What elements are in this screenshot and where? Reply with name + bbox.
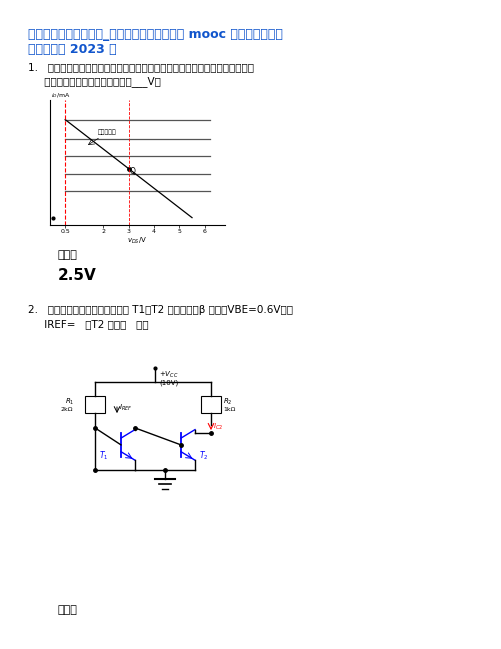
X-axis label: $v_{DS}$/V: $v_{DS}$/V	[127, 236, 147, 246]
Bar	[85, 396, 105, 413]
Text: 2.   下图所示恒流源电路中，已知 T1、T2 特性相同，β 很大，VBE=0.6V，则: 2. 下图所示恒流源电路中，已知 T1、T2 特性相同，β 很大，VBE=0.6…	[28, 305, 293, 315]
Text: +$V_{CC}$: +$V_{CC}$	[159, 370, 178, 380]
Text: IREF=   ，T2 工作在   区。: IREF= ，T2 工作在 区。	[28, 319, 148, 329]
Text: 答案：: 答案：	[58, 605, 78, 615]
Text: 交流负载线: 交流负载线	[98, 130, 117, 135]
Text: $R_2$: $R_2$	[222, 397, 232, 407]
Text: (10V): (10V)	[159, 380, 178, 386]
Text: $T_2$: $T_2$	[198, 450, 208, 462]
Text: 末考试题库 2023 年: 末考试题库 2023 年	[28, 43, 116, 56]
Text: $I_{C2}$: $I_{C2}$	[212, 422, 222, 432]
Text: $I_{REF}$: $I_{REF}$	[119, 403, 132, 413]
Text: $T_1$: $T_1$	[99, 450, 108, 462]
Text: $R_1$: $R_1$	[65, 397, 74, 407]
Bar	[200, 396, 220, 413]
Text: Q: Q	[130, 167, 135, 175]
Text: 1.   已知某基本共源极放大电路的输出特性曲线和交流负载线如图所示，则此电: 1. 已知某基本共源极放大电路的输出特性曲线和交流负载线如图所示，则此电	[28, 62, 254, 72]
Text: 2.5V: 2.5V	[58, 268, 97, 283]
Text: 答案：: 答案：	[58, 250, 78, 260]
Text: 计算机网络基础及应用_南京理工大学中国大学 mooc 课后章节答案期: 计算机网络基础及应用_南京理工大学中国大学 mooc 课后章节答案期	[28, 28, 282, 41]
Text: $i_D$/mA: $i_D$/mA	[51, 92, 71, 100]
Text: 路最大不失真输出电压的幅值是___V。: 路最大不失真输出电压的幅值是___V。	[28, 76, 160, 87]
Text: 2kΩ: 2kΩ	[61, 407, 73, 411]
Text: 1kΩ: 1kΩ	[222, 407, 235, 411]
